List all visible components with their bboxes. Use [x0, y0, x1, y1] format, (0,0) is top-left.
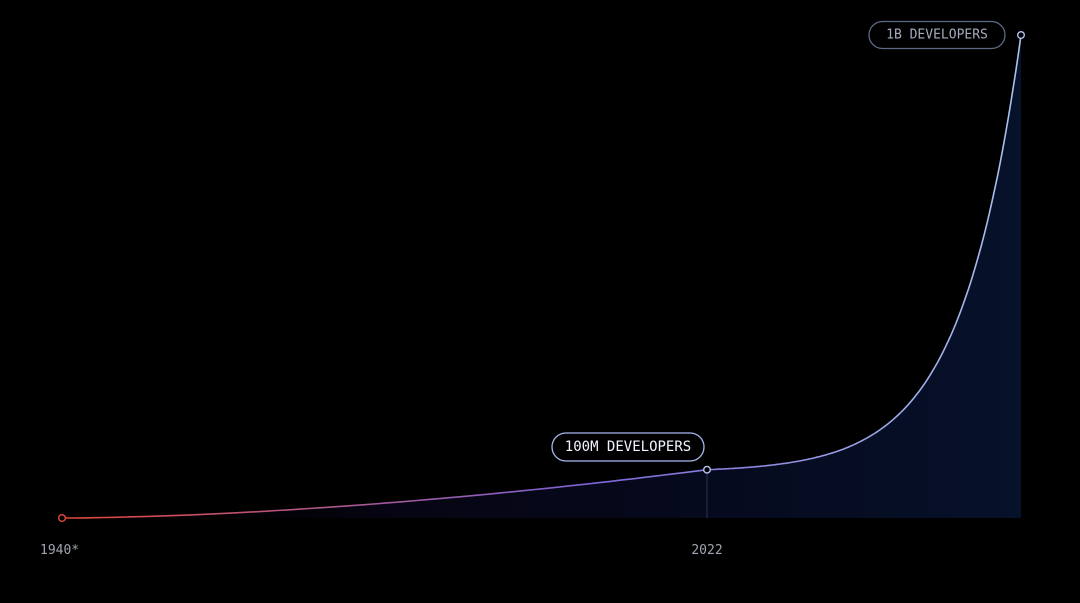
label-1b-developers: 1B DEVELOPERS: [868, 20, 1006, 50]
label-1b-pill: [868, 20, 1006, 50]
data-point-2022: [703, 465, 712, 474]
area-fill: [62, 35, 1021, 518]
growth-curve: [62, 34, 1022, 519]
label-100m-pill: [551, 432, 705, 462]
label-1b-text: 1B DEVELOPERS: [886, 28, 988, 43]
x-tick-label-1940: 1940*: [40, 543, 79, 558]
label-100m-text: 100M DEVELOPERS: [565, 439, 691, 455]
data-point-start: [58, 514, 67, 523]
data-point-1b: [1017, 31, 1026, 40]
x-tick-label-2022: 2022: [691, 543, 722, 558]
label-100m-developers: 100M DEVELOPERS: [551, 432, 705, 462]
